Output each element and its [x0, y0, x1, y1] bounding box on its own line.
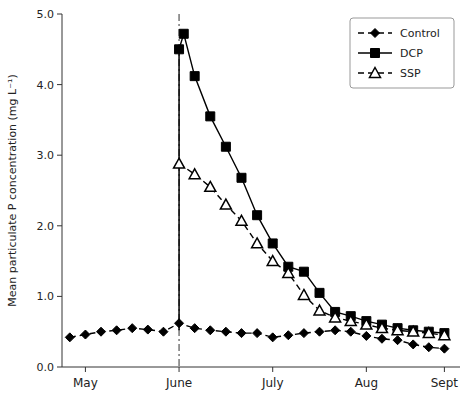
point [284, 331, 293, 340]
point [128, 324, 137, 333]
point [112, 326, 121, 335]
point [298, 289, 309, 299]
legend-label: Control [400, 27, 440, 40]
legend-marker [370, 68, 381, 78]
series-line [70, 323, 445, 348]
point [409, 340, 418, 349]
x-tick [85, 367, 86, 372]
point [268, 333, 277, 342]
point [267, 256, 278, 266]
chart: 0.0 1.0 2.0 3.0 4.0 5.0 May June July Aug Sept Mean… [0, 0, 474, 403]
point [143, 325, 152, 334]
y-tick [57, 84, 62, 85]
point [330, 312, 341, 322]
point [362, 331, 371, 340]
y-tick [57, 155, 62, 156]
point [331, 326, 340, 335]
x-tick-label: May [73, 376, 98, 390]
y-tick [57, 225, 62, 226]
point [189, 169, 200, 179]
point [159, 327, 168, 336]
point [439, 330, 450, 340]
x-axis-line [62, 367, 460, 368]
point [221, 327, 230, 336]
x-tick [444, 367, 445, 372]
y-tick [57, 296, 62, 297]
point [423, 328, 434, 338]
point [237, 173, 246, 182]
point [253, 329, 262, 338]
point [424, 343, 433, 352]
point [236, 215, 247, 225]
point [361, 319, 372, 329]
point [175, 45, 184, 54]
y-tick-label: 4.0 [37, 79, 55, 92]
y-tick [57, 367, 62, 368]
y-tick-label: 3.0 [37, 149, 55, 162]
legend-marker [371, 49, 380, 58]
y-tick-label: 2.0 [37, 220, 55, 233]
point [220, 199, 231, 209]
rise-line [178, 49, 180, 330]
point [393, 336, 402, 345]
series-line [179, 34, 444, 333]
legend: Control DCP SSP [350, 18, 454, 88]
legend-label: DCP [400, 47, 423, 60]
point [377, 334, 386, 343]
point [97, 327, 106, 336]
point [81, 330, 90, 339]
point [205, 181, 216, 191]
point [314, 305, 325, 315]
x-tick [179, 367, 180, 372]
point [174, 158, 185, 168]
point [315, 327, 324, 336]
legend-marker [371, 29, 380, 38]
x-tick [366, 367, 367, 372]
point [376, 323, 387, 333]
point [408, 326, 419, 336]
point [346, 327, 355, 336]
y-axis-line [62, 14, 63, 367]
y-tick [57, 14, 62, 15]
x-tick-label: June [165, 376, 192, 390]
point [315, 288, 324, 297]
point [392, 325, 403, 335]
y-axis-label: Mean particulate P concentration (mg L⁻¹… [6, 74, 19, 306]
series-line [179, 164, 444, 336]
x-tick-label: Aug [355, 376, 378, 390]
x-tick-label: July [261, 376, 284, 390]
point [299, 267, 308, 276]
point [345, 316, 356, 326]
x-tick-label: Sept [431, 376, 459, 390]
point [65, 333, 74, 342]
y-tick-label: 5.0 [37, 8, 55, 21]
x-tick [272, 367, 273, 372]
y-tick-label: 0.0 [37, 361, 55, 374]
point [237, 329, 246, 338]
point [190, 72, 199, 81]
point [268, 239, 277, 248]
point [190, 324, 199, 333]
point [175, 319, 184, 328]
point [206, 326, 215, 335]
point [253, 211, 262, 220]
legend-label: SSP [400, 67, 421, 80]
y-tick-label: 1.0 [37, 290, 55, 303]
point [206, 112, 215, 121]
point [283, 268, 294, 278]
point [221, 142, 230, 151]
point [252, 238, 263, 248]
point [179, 29, 188, 38]
legend-box [350, 18, 454, 88]
reference-line [178, 14, 179, 367]
point [299, 329, 308, 338]
point [440, 344, 449, 353]
